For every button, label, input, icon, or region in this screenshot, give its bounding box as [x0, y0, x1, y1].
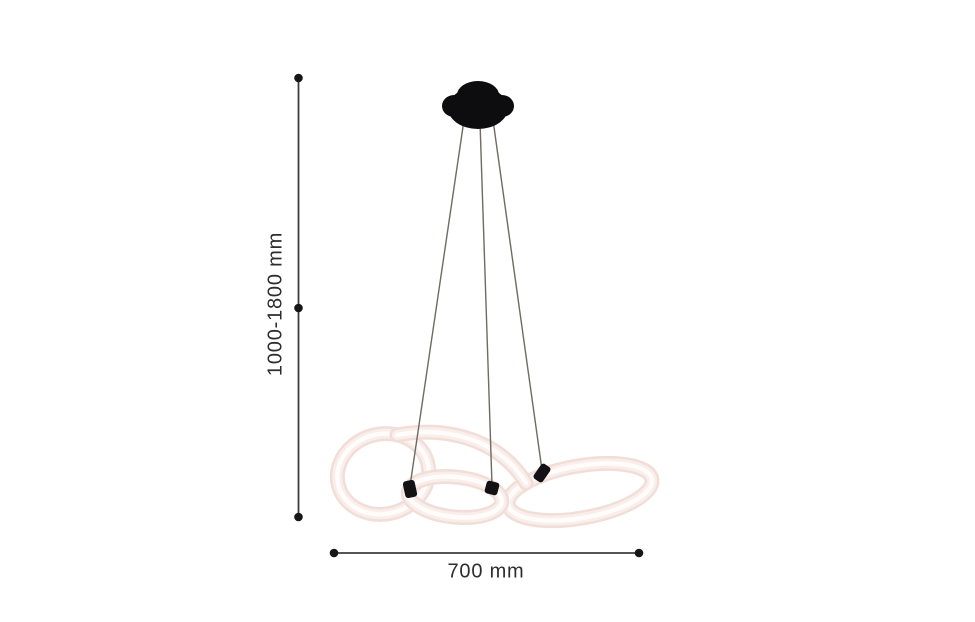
tube-clip-middle [484, 480, 500, 496]
height-dimension-middle-dot [294, 303, 303, 313]
tube-left-loop-core [335, 431, 431, 517]
tube-clips [402, 463, 551, 499]
height-dimension-label: 1000-1800 mm [264, 231, 287, 377]
ceiling-canopy [442, 81, 514, 129]
suspension-wire-right [492, 119, 543, 471]
tube-clip-right [533, 463, 551, 483]
tube-right-loop [500, 455, 660, 529]
height-dimension [294, 73, 303, 522]
suspension-wire-left [409, 119, 465, 487]
width-dimension-label: 700 mm [447, 560, 525, 583]
canopy-right-bump [490, 95, 514, 117]
tube-top-arc [389, 424, 534, 491]
width-dimension-right-dot [634, 548, 644, 558]
canopy-dome [457, 81, 499, 109]
height-dimension-bottom-dot [294, 512, 303, 522]
width-dimension-left-dot [329, 548, 339, 558]
suspension-wires [409, 119, 543, 487]
led-tube [329, 424, 660, 529]
tube-left-loop [329, 426, 437, 522]
tube-top-arc-core [394, 430, 529, 486]
suspension-wire-middle [479, 121, 493, 486]
canopy-left-bump [442, 95, 466, 117]
height-dimension-top-dot [294, 73, 303, 83]
tube-right-loop-core [505, 461, 655, 523]
width-dimension [329, 548, 644, 558]
tube-clip-left [402, 479, 418, 499]
